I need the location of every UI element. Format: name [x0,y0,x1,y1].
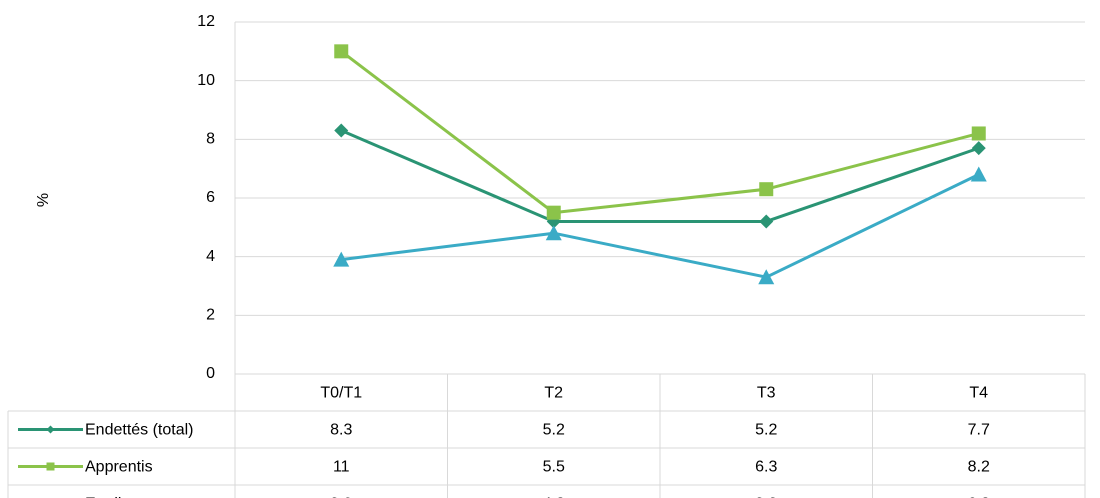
data-point [546,205,561,220]
data-point [970,166,987,182]
y-tick-label: 10 [197,72,215,89]
x-tick-label: T4 [969,385,988,402]
data-point [759,182,774,197]
table-cell-value: 6.3 [755,459,777,476]
data-point [334,123,349,138]
data-table: T0/T1 T2 T3 T4 Endettés (total) 8.3 5.2 5.2 7.7 A… [7,373,1086,498]
y-tick-label: 12 [197,13,215,30]
x-tick-label: T0/T1 [320,385,362,402]
x-tick-label: T3 [757,385,776,402]
gridlines [234,21,1085,374]
y-tick-label: 0 [206,365,215,382]
table-cell-value: 4.8 [543,496,565,498]
table-cell-value: 8.3 [330,422,352,439]
table-cell-value: 5.2 [543,422,565,439]
table-cell-value: 5.2 [755,422,777,439]
table-cell-value: 3.3 [755,496,777,498]
series-lines [333,44,987,285]
table-cell-value: 7.7 [968,422,990,439]
data-point [333,251,350,267]
legend-label: Apprentis [85,459,153,476]
y-tick-label: 6 [206,189,215,206]
legend-key-marker [46,425,55,434]
data-point [759,214,774,229]
y-tick-label: 4 [206,248,215,265]
y-tick-label: 2 [206,307,215,324]
legend-label: Endettés (total) [85,422,194,439]
x-tick-label: T2 [544,385,563,402]
data-point [758,269,775,285]
series-line [340,50,980,215]
series-line [341,173,980,279]
table-cell-value: 6.8 [968,496,990,498]
data-point [545,225,562,241]
legend-label: Etudiants [85,496,152,498]
table-cell-value: 8.2 [968,459,990,476]
table-cell-value: 11 [333,459,350,476]
table-cell-value: 5.5 [543,459,565,476]
data-point [334,44,349,59]
y-tick-label: 8 [206,131,215,148]
data-point [971,126,986,141]
y-axis-label: % [35,193,52,207]
legend-key-marker [46,462,55,471]
data-point [971,141,986,156]
y-axis-ticks: 0 2 4 6 8 10 12 [197,13,215,382]
series-line [340,129,980,223]
table-cell-value: 3.9 [330,496,352,498]
